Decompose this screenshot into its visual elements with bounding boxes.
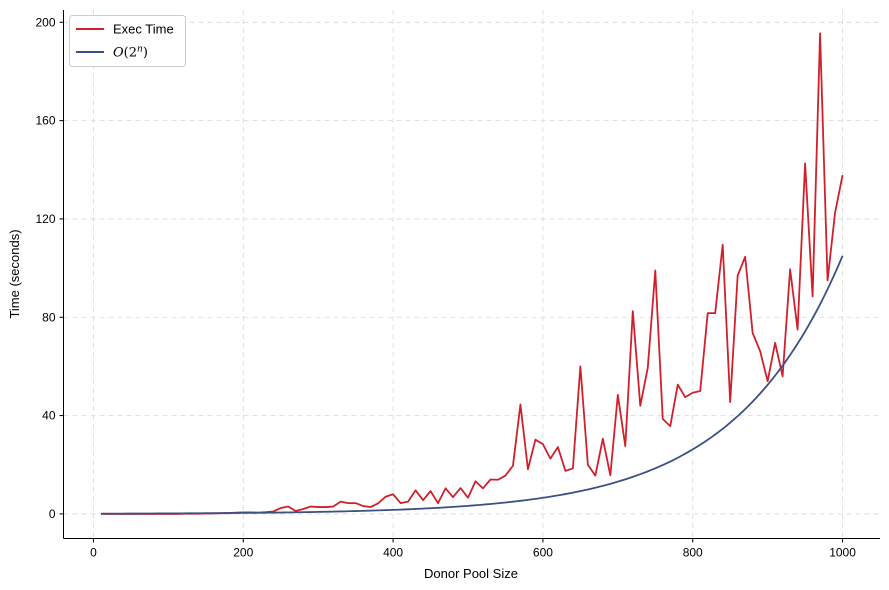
y-tick-label: 40 [42, 409, 56, 423]
y-tick-label: 0 [49, 507, 56, 521]
x-tick-label: 800 [683, 546, 703, 560]
y-axis-label: Time (seconds) [7, 229, 22, 318]
series-layer [100, 32, 844, 515]
x-tick-label: 200 [233, 546, 253, 560]
ticks: 0 200 400 600 800 1000 0 40 80 120 160 200 [35, 15, 856, 559]
x-tick-label: 400 [383, 546, 403, 560]
y-tick-label: 120 [35, 212, 55, 226]
x-axis-label: Donor Pool Size [424, 566, 518, 581]
grid [63, 10, 880, 539]
y-tick-label: 200 [35, 15, 55, 29]
y-tick-label: 160 [35, 114, 55, 128]
axes [63, 10, 880, 539]
legend: Exec Time O(2n) [69, 15, 186, 67]
legend-label-exec-time: Exec Time [113, 22, 174, 37]
y-tick-label: 80 [42, 310, 56, 324]
x-tick-label: 1000 [829, 546, 856, 560]
x-tick-label: 0 [90, 546, 97, 560]
series-line-exec-time [100, 32, 844, 515]
x-tick-label: 600 [533, 546, 553, 560]
series-line-o2n [100, 255, 844, 515]
legend-label-o2n: O(2n) [113, 45, 148, 61]
